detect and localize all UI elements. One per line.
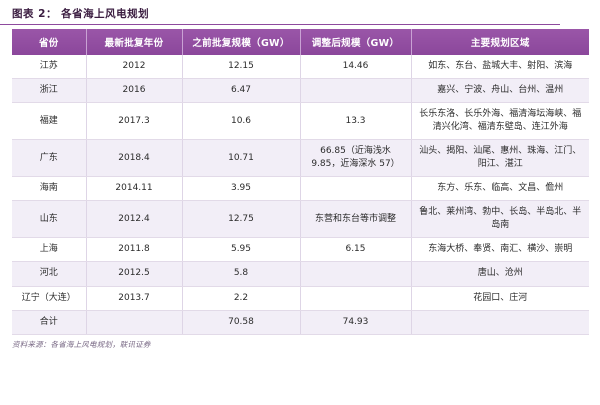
cell-year: 2012.4 (86, 200, 183, 239)
table-body: 江苏 2012 12.15 14.46 如东、东台、盐城大丰、射阳、滨海 浙江 … (12, 55, 589, 335)
cell-province: 福建 (12, 102, 87, 141)
table-row: 山东 2012.4 12.75 东营和东台等市调整 鲁北、莱州湾、勃中、长岛、半… (12, 200, 589, 239)
cell-year: 2012 (86, 55, 183, 80)
cell-previous-scale: 6.47 (182, 78, 301, 104)
cell-previous-scale: 5.95 (182, 237, 301, 263)
cell-total-year (86, 309, 183, 335)
cell-adjusted-scale: 13.3 (300, 102, 412, 141)
cell-adjusted-scale: 14.46 (300, 55, 412, 80)
cell-year: 2012.5 (86, 261, 183, 287)
cell-adjusted-scale (300, 176, 412, 202)
cell-province: 江苏 (12, 55, 87, 80)
cell-previous-scale: 5.8 (182, 261, 301, 287)
cell-previous-scale: 12.15 (182, 55, 301, 80)
cell-region: 如东、东台、盐城大丰、射阳、滨海 (411, 55, 589, 80)
cell-previous-scale: 3.95 (182, 176, 301, 202)
table-row: 广东 2018.4 10.71 66.85（近海浅水 9.85，近海深水 57）… (12, 139, 589, 178)
cell-region: 唐山、沧州 (411, 261, 589, 287)
table-row: 福建 2017.3 10.6 13.3 长乐东洛、长乐外海、福清海坛海峡、福清兴… (12, 102, 589, 141)
table-row: 河北 2012.5 5.8 唐山、沧州 (12, 261, 589, 287)
table-total-row: 合计 70.58 74.93 (12, 309, 589, 335)
cell-year: 2017.3 (86, 102, 183, 141)
offshore-wind-plan-table: 省份 最新批复年份 之前批复规模（GW） 调整后规模（GW） 主要规划区域 江苏… (12, 29, 589, 335)
cell-province: 上海 (12, 237, 87, 263)
column-header-previous-scale: 之前批复规模（GW） (181, 29, 301, 55)
cell-previous-scale: 10.6 (182, 102, 301, 141)
cell-previous-scale: 10.71 (182, 139, 301, 178)
cell-adjusted-scale (300, 78, 412, 104)
page-title: 图表 2： 各省海上风电规划 (12, 8, 150, 20)
cell-total-region (411, 309, 589, 335)
cell-province: 广东 (12, 139, 87, 178)
cell-adjusted-scale: 东营和东台等市调整 (300, 200, 412, 239)
cell-year: 2013.7 (86, 286, 183, 311)
table-header-row: 省份 最新批复年份 之前批复规模（GW） 调整后规模（GW） 主要规划区域 (12, 29, 589, 55)
table-row: 浙江 2016 6.47 嘉兴、宁波、舟山、台州、温州 (12, 78, 589, 104)
cell-total-adjusted-scale: 74.93 (300, 309, 412, 335)
table-row: 上海 2011.8 5.95 6.15 东海大桥、奉贤、南汇、横沙、崇明 (12, 237, 589, 263)
table-row: 江苏 2012 12.15 14.46 如东、东台、盐城大丰、射阳、滨海 (12, 55, 589, 80)
cell-region: 鲁北、莱州湾、勃中、长岛、半岛北、半岛南 (411, 200, 589, 239)
column-header-adjusted-scale: 调整后规模（GW） (299, 29, 412, 55)
cell-total-previous-scale: 70.58 (182, 309, 301, 335)
table-row: 辽宁（大连） 2013.7 2.2 花园口、庄河 (12, 286, 589, 311)
column-header-latest-approval-year: 最新批复年份 (85, 29, 183, 55)
table-header: 省份 最新批复年份 之前批复规模（GW） 调整后规模（GW） 主要规划区域 (12, 29, 589, 55)
cell-total-label: 合计 (12, 309, 87, 335)
cell-previous-scale: 12.75 (182, 200, 301, 239)
cell-region: 东方、乐东、临高、文昌、儋州 (411, 176, 589, 202)
cell-adjusted-scale: 6.15 (300, 237, 412, 263)
cell-adjusted-scale: 66.85（近海浅水 9.85，近海深水 57） (300, 139, 412, 178)
cell-year: 2016 (86, 78, 183, 104)
cell-region: 嘉兴、宁波、舟山、台州、温州 (411, 78, 589, 104)
cell-province: 辽宁（大连） (12, 286, 87, 311)
cell-adjusted-scale (300, 261, 412, 287)
cell-year: 2018.4 (86, 139, 183, 178)
column-header-province: 省份 (12, 29, 87, 55)
cell-year: 2014.11 (86, 176, 183, 202)
cell-region: 长乐东洛、长乐外海、福清海坛海峡、福清兴化湾、福清东壁岛、连江外海 (411, 102, 589, 141)
cell-region: 花园口、庄河 (411, 286, 589, 311)
cell-region: 东海大桥、奉贤、南汇、横沙、崇明 (411, 237, 589, 263)
table-row: 海南 2014.11 3.95 东方、乐东、临高、文昌、儋州 (12, 176, 589, 202)
figure-title-bar: 图表 2： 各省海上风电规划 (0, 0, 560, 25)
cell-adjusted-scale (300, 286, 412, 311)
cell-previous-scale: 2.2 (182, 286, 301, 311)
column-header-main-planning-areas: 主要规划区域 (410, 29, 589, 55)
cell-province: 海南 (12, 176, 87, 202)
cell-region: 汕头、揭阳、汕尾、惠州、珠海、江门、阳江、湛江 (411, 139, 589, 178)
cell-year: 2011.8 (86, 237, 183, 263)
cell-province: 浙江 (12, 78, 87, 104)
cell-province: 河北 (12, 261, 87, 287)
cell-province: 山东 (12, 200, 87, 239)
source-note: 资料来源：各省海上风电规划，联讯证券 (12, 339, 151, 349)
